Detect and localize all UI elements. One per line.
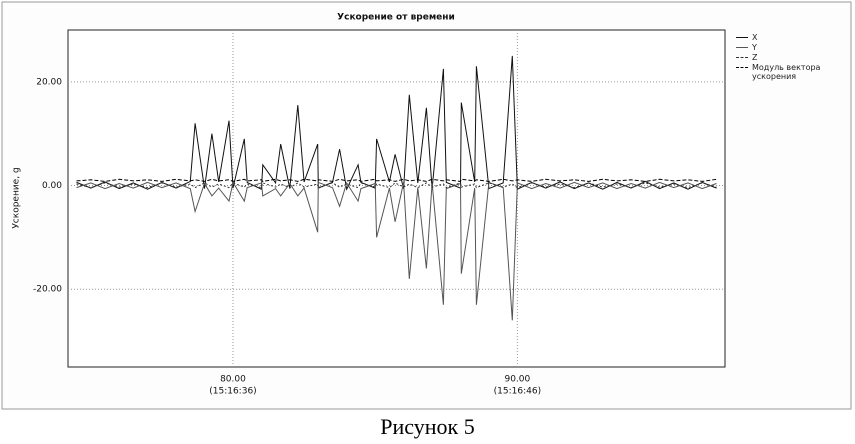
legend-swatch [736,37,748,38]
x-tick-time: (15:16:46) [494,387,541,397]
x-tick-label: 80.00 [220,375,246,385]
y-tick-label: -20.00 [33,285,62,295]
legend-label: Z [752,53,758,62]
series-line [76,182,717,189]
legend-label: Модуль вектора ускорения [752,63,821,81]
x-tick-time: (15:16:36) [209,387,256,397]
series-line [76,178,717,182]
legend-swatch [736,67,748,68]
legend-swatch [736,57,748,58]
plot-area [67,29,726,368]
y-tick-label: 20.00 [36,77,62,87]
chart-title: Ускорение от времени [337,13,455,23]
legend-label: X [752,33,758,42]
series-line [76,181,717,321]
legend-item: Y [736,43,852,52]
chart: Ускорение от времени Ускорение, g -20.00… [1,1,852,410]
legend-item: Z [736,53,852,62]
y-tick-label: 0.00 [42,181,62,191]
caption: Рисунок 5 [380,414,475,439]
x-tick-label: 90.00 [504,375,530,385]
legend-item: Модуль вектора ускорения [736,63,852,81]
legend-item: X [736,33,852,42]
legend-swatch [736,47,748,48]
y-axis-label: Ускорение, g [12,167,22,228]
legend-label: Y [752,43,757,52]
